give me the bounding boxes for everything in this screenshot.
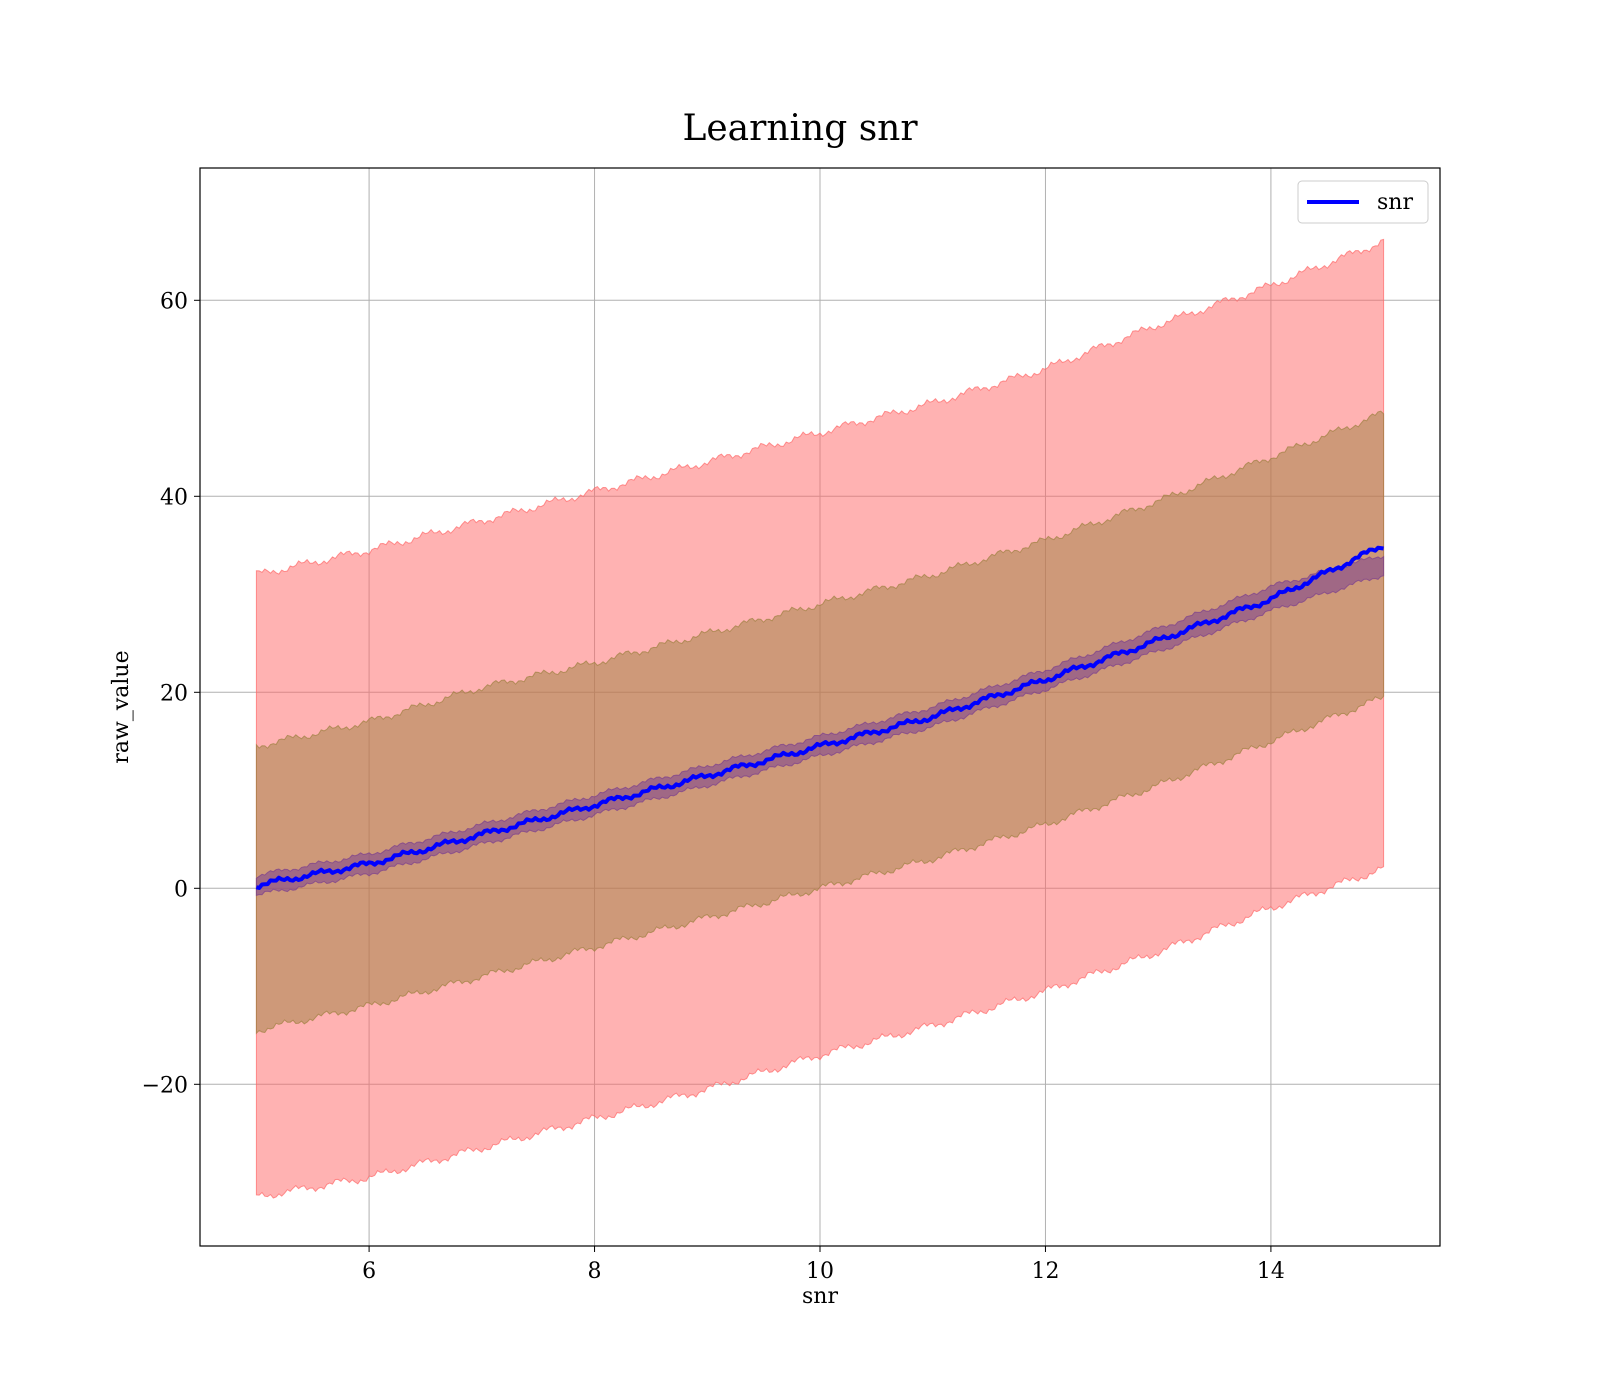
y-tick-label: 0 xyxy=(174,877,188,902)
x-axis-title: snr xyxy=(802,1284,838,1309)
legend-label: snr xyxy=(1377,190,1413,215)
x-tick-label: 10 xyxy=(806,1259,834,1284)
band-middle xyxy=(255,410,1385,1035)
chart-title: Learning snr xyxy=(682,108,918,149)
y-axis-title: raw_value xyxy=(109,650,134,763)
y-tick-label: 40 xyxy=(160,485,188,510)
series-line-snr xyxy=(255,545,1384,890)
y-tick-label: 60 xyxy=(160,289,188,314)
axis-ticks: 6 8 10 12 14 −20 0 20 40 60 xyxy=(142,289,1285,1284)
y-tick-label: 20 xyxy=(160,681,188,706)
x-tick-label: 8 xyxy=(588,1259,602,1284)
x-tick-label: 6 xyxy=(362,1259,376,1284)
legend-box xyxy=(1297,180,1429,224)
series-lines xyxy=(255,545,1384,890)
y-tick-label: −20 xyxy=(142,1073,188,1098)
legend: snr xyxy=(1297,180,1429,224)
x-tick-label: 14 xyxy=(1257,1259,1285,1284)
x-tick-label: 12 xyxy=(1031,1259,1059,1284)
